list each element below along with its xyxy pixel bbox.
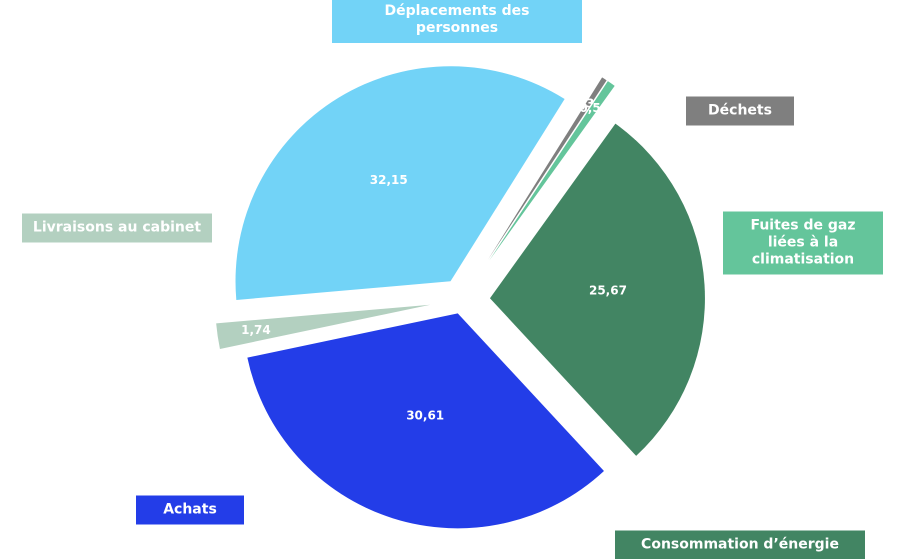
- pie-slice: [487, 77, 607, 260]
- pie-slice: [247, 313, 604, 529]
- value-label: 32,15: [370, 173, 408, 187]
- category-label: Consommation d’énergie: [615, 530, 865, 559]
- pie-slice: [489, 81, 615, 261]
- pie-slice: [216, 304, 431, 349]
- category-label: Déplacements des personnes: [332, 0, 582, 43]
- value-label: 25,67: [589, 283, 627, 297]
- category-label: Livraisons au cabinet: [22, 213, 212, 243]
- value-label: 30,61: [406, 408, 444, 422]
- category-label: Déchets: [686, 96, 794, 126]
- pie-slice: [235, 66, 565, 300]
- value-label: 0,56: [579, 101, 609, 115]
- pie-slice: [489, 123, 705, 456]
- value-label: 1,74: [241, 323, 271, 337]
- category-label: Fuites de gaz liées à la climatisation: [723, 211, 883, 275]
- category-label: Achats: [136, 495, 244, 525]
